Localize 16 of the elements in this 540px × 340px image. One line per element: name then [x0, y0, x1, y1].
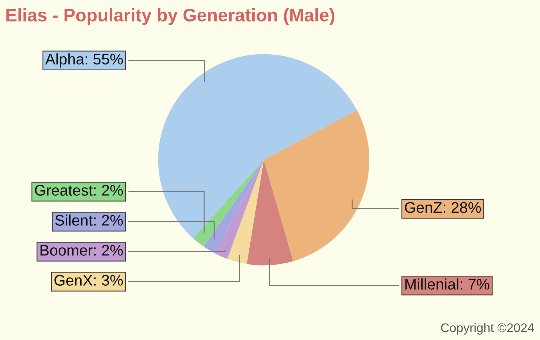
text: Copyright ©2024	[441, 323, 534, 335]
pie-slice	[204, 160, 264, 254]
pie-slice	[215, 160, 264, 260]
pie-slice	[228, 160, 264, 264]
chart-title: Elias - Popularity by Generation (Male)	[6, 8, 335, 26]
slice-label: Millenial: 7%	[406, 278, 490, 290]
slice-label: Greatest: 2%	[35, 185, 124, 196]
slice-label: Silent: 2%	[56, 214, 124, 226]
pie-slice	[158, 54, 358, 238]
slice-label: GenZ: 28%	[405, 202, 482, 214]
slice-label: Boomer: 2%	[40, 245, 124, 256]
slice-label: Alpha: 55%	[45, 54, 124, 68]
slice-label: GenX: 3%	[54, 275, 124, 286]
pie-slice	[246, 160, 294, 266]
pie-slice	[264, 110, 370, 262]
pie-slice	[193, 160, 264, 247]
